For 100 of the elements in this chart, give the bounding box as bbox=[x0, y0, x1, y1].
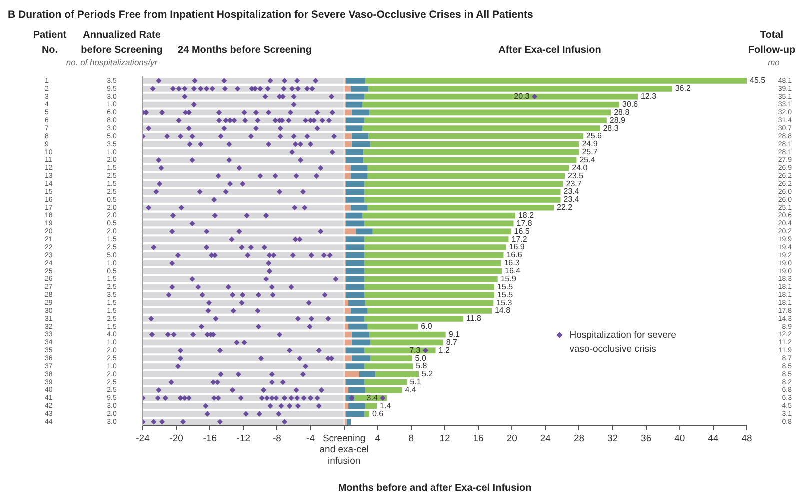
data-label: 36.2 bbox=[675, 84, 692, 94]
bar bbox=[143, 220, 344, 227]
x-tick-label: Screening and exa-cel infusion bbox=[320, 433, 369, 468]
data-label: 16.4 bbox=[505, 266, 522, 276]
bar bbox=[143, 173, 344, 180]
data-label: 0.6 bbox=[372, 409, 384, 418]
bar bbox=[364, 236, 509, 243]
bar bbox=[346, 419, 352, 425]
bar bbox=[143, 403, 344, 410]
x-tick-label: -4 bbox=[306, 433, 316, 444]
data-label: 17.2 bbox=[512, 234, 528, 244]
bar bbox=[346, 268, 364, 274]
data-label: 16.5 bbox=[514, 226, 530, 236]
bar bbox=[143, 419, 344, 425]
bar bbox=[346, 411, 364, 418]
bar bbox=[344, 372, 360, 378]
x-tick-label: 8 bbox=[408, 433, 414, 444]
bar bbox=[143, 411, 344, 418]
data-label: 6.0 bbox=[421, 322, 433, 332]
bar bbox=[364, 252, 504, 258]
bar bbox=[344, 340, 352, 346]
bar bbox=[143, 372, 344, 378]
bar bbox=[143, 387, 344, 394]
x-tick-label: 24 bbox=[540, 433, 551, 444]
bar bbox=[364, 157, 577, 164]
bar bbox=[362, 126, 600, 132]
x-tick-label: 28 bbox=[574, 433, 585, 444]
chart-title: B Duration of Periods Free from Inpatient Hospitalization for Severe Vaso-Occlusive Crises in All Patients bbox=[8, 8, 534, 21]
bar bbox=[143, 244, 344, 250]
bar bbox=[346, 149, 364, 156]
bar bbox=[344, 308, 352, 314]
x-tick-label: 4 bbox=[375, 433, 381, 444]
bar bbox=[372, 228, 512, 235]
bar bbox=[364, 260, 502, 266]
bar bbox=[364, 149, 580, 156]
bar bbox=[348, 300, 366, 306]
bar bbox=[368, 204, 554, 211]
bar bbox=[143, 149, 344, 156]
bar bbox=[346, 260, 364, 266]
bar bbox=[344, 110, 352, 116]
bar bbox=[370, 141, 580, 148]
bar bbox=[346, 292, 364, 298]
bar bbox=[143, 228, 344, 235]
bar bbox=[370, 332, 446, 338]
bar bbox=[143, 292, 344, 298]
bar bbox=[346, 244, 364, 250]
bar bbox=[344, 141, 352, 148]
x-axis-title: Months before and after Exa-cel Infusion bbox=[338, 482, 532, 494]
bar bbox=[368, 134, 584, 140]
bar bbox=[370, 340, 444, 346]
bar bbox=[352, 356, 370, 362]
bar bbox=[346, 102, 363, 108]
data-label: 24.0 bbox=[572, 163, 588, 172]
data-label: 1.4 bbox=[380, 401, 392, 410]
bar bbox=[346, 212, 363, 219]
bar bbox=[368, 86, 672, 92]
bar bbox=[143, 165, 344, 172]
x-tick-label: -8 bbox=[272, 433, 282, 444]
data-label: 25.7 bbox=[582, 148, 598, 157]
bar bbox=[365, 300, 494, 306]
data-label: 17.8 bbox=[516, 218, 533, 228]
x-tick-label: -16 bbox=[203, 433, 217, 444]
data-label: 5.0 bbox=[415, 354, 427, 363]
text: 24 Months before Screening bbox=[178, 44, 312, 56]
bar bbox=[356, 228, 373, 235]
data-label: 16.9 bbox=[509, 242, 526, 252]
x-tick-label: 36 bbox=[641, 433, 652, 444]
bar bbox=[352, 141, 370, 148]
bar bbox=[351, 204, 368, 211]
x-tick-label: 32 bbox=[607, 433, 618, 444]
data-label: 4.4 bbox=[405, 386, 417, 395]
bar bbox=[364, 244, 506, 250]
x-tick-label: -12 bbox=[236, 433, 251, 444]
bar bbox=[348, 324, 368, 330]
bar bbox=[359, 372, 376, 378]
text: no. of hospitalizations/yr bbox=[66, 57, 159, 68]
bar bbox=[364, 364, 414, 370]
bar bbox=[143, 276, 344, 282]
data-label: 45.5 bbox=[750, 76, 766, 86]
bar bbox=[352, 110, 370, 116]
data-label: 5.2 bbox=[422, 370, 434, 379]
bar bbox=[143, 94, 344, 100]
bar bbox=[143, 268, 344, 274]
bar bbox=[143, 197, 344, 203]
bar bbox=[143, 284, 344, 290]
bar bbox=[365, 403, 378, 410]
data-label: 24.9 bbox=[582, 140, 598, 149]
bar bbox=[368, 324, 418, 330]
bar bbox=[346, 252, 364, 258]
bar bbox=[368, 308, 492, 314]
bar bbox=[143, 189, 344, 195]
bar bbox=[362, 212, 516, 219]
bar bbox=[364, 411, 370, 418]
bar bbox=[346, 236, 364, 243]
bar bbox=[364, 181, 564, 188]
bar bbox=[143, 364, 344, 370]
data-label: 22.2 bbox=[557, 203, 574, 212]
bar bbox=[370, 110, 612, 116]
bar bbox=[364, 292, 494, 298]
bar bbox=[143, 348, 344, 354]
